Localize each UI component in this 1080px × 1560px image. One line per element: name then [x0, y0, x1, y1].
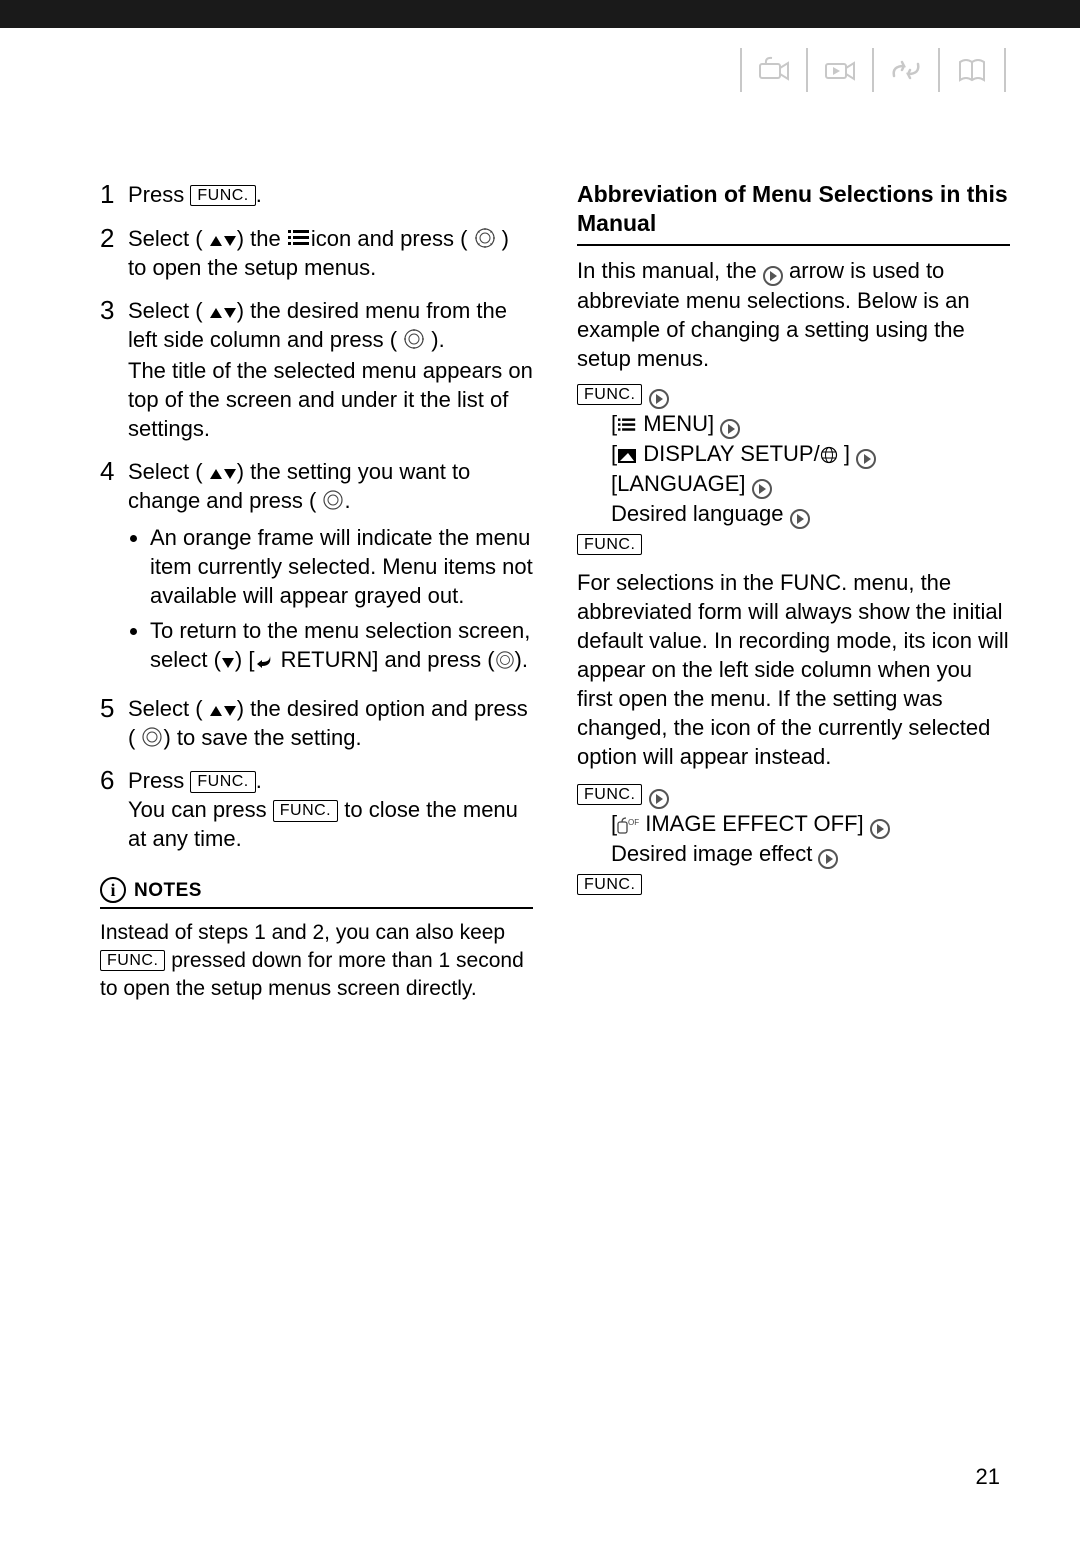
step-3-text-a: Select (: [128, 298, 203, 323]
func-button-label: FUNC.: [577, 874, 642, 895]
step-4-bullet-2: To return to the menu selection screen, …: [150, 616, 533, 674]
page-number: 21: [976, 1464, 1000, 1490]
manual-icon: [954, 52, 990, 88]
seq1-desired: Desired language: [611, 501, 790, 526]
step-4-b2-b: ) [: [235, 647, 255, 672]
seq2-image-effect: IMAGE EFFECT OFF]: [639, 811, 870, 836]
abbreviation-p2: For selections in the FUNC. menu, the ab…: [577, 568, 1010, 771]
step-1: 1 Press FUNC..: [100, 180, 533, 210]
step-3: 3 Select ( ) the desired menu from the l…: [100, 296, 533, 443]
menu-icon: [617, 416, 637, 434]
notes-label: NOTES: [134, 878, 202, 903]
func-button-label: FUNC.: [577, 784, 642, 805]
seq1-menu: MENU]: [637, 411, 720, 436]
menu-icon: [287, 227, 311, 249]
arrow-icon: [649, 789, 669, 809]
step-4: 4 Select ( ) the setting you want to cha…: [100, 457, 533, 680]
p1-a: In this manual, the: [577, 258, 763, 283]
up-down-icon: [209, 233, 237, 249]
page-content: 1 Press FUNC.. 2 Select ( ) the icon and…: [100, 180, 1010, 1003]
func-button-label: FUNC.: [100, 950, 165, 971]
right-column: Abbreviation of Menu Selections in this …: [577, 180, 1010, 1003]
abbreviation-heading: Abbreviation of Menu Selections in this …: [577, 180, 1010, 246]
arrow-icon: [870, 819, 890, 839]
step-5-text-a: Select (: [128, 696, 203, 721]
step-6-text-a: Press: [128, 768, 190, 793]
camera-mode-icon: [756, 52, 792, 88]
display-icon: [617, 448, 637, 464]
step-1-text-a: Press: [128, 182, 190, 207]
abbreviation-sequence-1: FUNC. [ MENU] [ DISPLAY SETUP/ ] [LANGUA…: [577, 379, 1010, 558]
svg-text:OFF: OFF: [628, 818, 639, 827]
seq2-desired: Desired image effect: [611, 841, 818, 866]
seq1-language: [LANGUAGE]: [611, 471, 752, 496]
step-3-text-c: ).: [431, 327, 444, 352]
set-dial-icon: [403, 328, 425, 350]
seq1-display: DISPLAY SETUP/: [637, 441, 820, 466]
left-column: 1 Press FUNC.. 2 Select ( ) the icon and…: [100, 180, 533, 1003]
func-button-label: FUNC.: [273, 800, 338, 821]
step-4-b2-d: ).: [515, 647, 528, 672]
arrow-icon: [649, 389, 669, 409]
step-5: 5 Select ( ) the desired option and pres…: [100, 694, 533, 752]
func-button-label: FUNC.: [190, 185, 255, 206]
top-bar: [0, 0, 1080, 28]
return-icon: [254, 654, 274, 670]
arrow-icon: [720, 419, 740, 439]
arrow-icon: [856, 449, 876, 469]
tab-row: [726, 48, 1020, 92]
transfer-icon: [888, 52, 924, 88]
notes-body-a: Instead of steps 1 and 2, you can also k…: [100, 921, 505, 944]
arrow-icon: [752, 479, 772, 499]
effect-off-icon: OFF: [617, 816, 639, 834]
step-2-text-b: ) the: [237, 226, 281, 251]
step-1-text-b: .: [256, 182, 262, 207]
notes-header: i NOTES: [100, 877, 533, 909]
func-button-label: FUNC.: [190, 771, 255, 792]
step-4-b2-c: RETURN] and press (: [274, 647, 494, 672]
step-2: 2 Select ( ) the icon and press ( ) to o…: [100, 224, 533, 282]
seq1-display-end: ]: [838, 441, 856, 466]
step-5-text-c: ) to save the setting.: [163, 725, 361, 750]
set-dial-icon: [322, 489, 344, 511]
func-button-label: FUNC.: [577, 534, 642, 555]
step-3-text-d: The title of the selected menu appears o…: [128, 356, 533, 443]
set-dial-icon: [495, 650, 515, 670]
abbreviation-sequence-2: FUNC. [OFF IMAGE EFFECT OFF] Desired ima…: [577, 779, 1010, 898]
arrow-icon: [790, 509, 810, 529]
step-6: 6 Press FUNC.. You can press FUNC. to cl…: [100, 766, 533, 853]
step-4-text-a: Select (: [128, 459, 203, 484]
up-down-icon: [209, 466, 237, 482]
play-mode-icon: [822, 52, 858, 88]
arrow-icon: [818, 849, 838, 869]
step-2-text-a: Select (: [128, 226, 203, 251]
step-list: 1 Press FUNC.. 2 Select ( ) the icon and…: [100, 180, 533, 853]
globe-icon: [820, 446, 838, 464]
arrow-icon: [763, 266, 783, 286]
notes-body: Instead of steps 1 and 2, you can also k…: [100, 919, 533, 1002]
step-4-bullet-1: An orange frame will indicate the menu i…: [150, 523, 533, 610]
set-dial-icon: [141, 726, 163, 748]
step-4-text-c: .: [344, 488, 350, 513]
func-button-label: FUNC.: [577, 384, 642, 405]
up-down-icon: [209, 305, 237, 321]
set-dial-icon: [474, 227, 496, 249]
step-2-text-c: icon and press (: [311, 226, 468, 251]
info-icon: i: [100, 877, 126, 903]
abbreviation-p1: In this manual, the arrow is used to abb…: [577, 256, 1010, 373]
down-icon: [221, 656, 235, 670]
step-6-text-b: .: [256, 768, 262, 793]
step-6-text-c: You can press: [128, 797, 273, 822]
up-down-icon: [209, 703, 237, 719]
